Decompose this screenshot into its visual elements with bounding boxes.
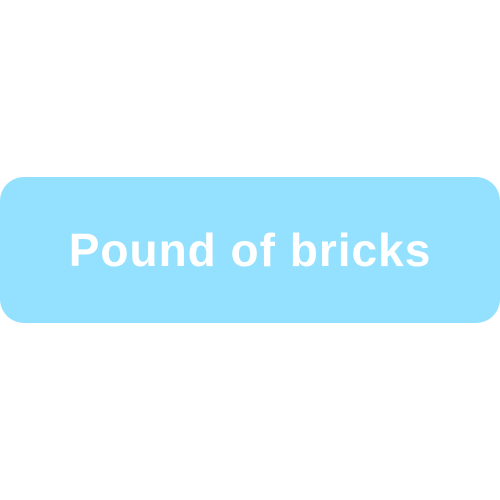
- button-label: Pound of bricks: [68, 224, 432, 276]
- pound-of-bricks-button[interactable]: Pound of bricks: [0, 177, 500, 323]
